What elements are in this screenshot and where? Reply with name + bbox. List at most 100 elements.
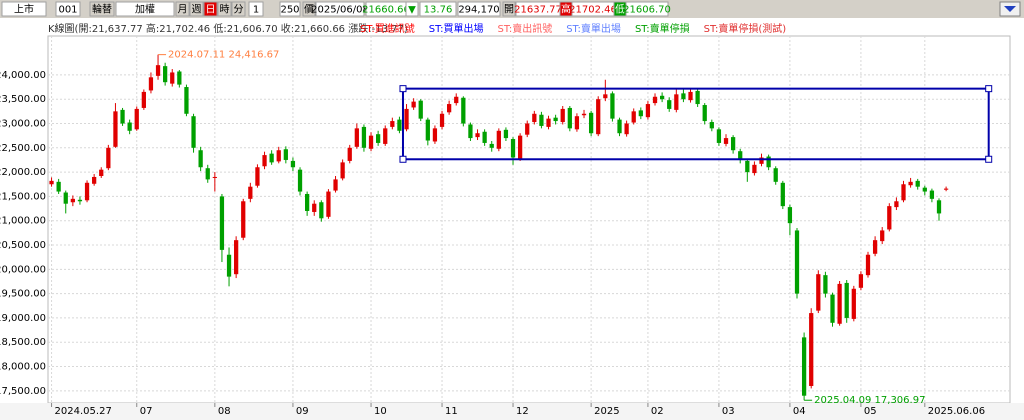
toolbar-text[interactable]: 1 <box>253 5 259 16</box>
toolbar-text: 21660.66 <box>362 5 410 16</box>
toolbar-field[interactable] <box>175 1 190 17</box>
candle-body <box>510 139 516 158</box>
box-handle[interactable] <box>985 85 993 93</box>
candle-body <box>77 199 83 202</box>
candle-body <box>468 124 473 139</box>
toolbar-text[interactable]: 時 <box>220 4 230 16</box>
candle-body <box>532 113 537 123</box>
candle-body <box>596 99 601 135</box>
candle-body <box>695 90 700 105</box>
candle-body <box>255 167 260 186</box>
y-tick-label: 21,000.00 <box>0 216 46 227</box>
candle-body <box>397 119 402 131</box>
toolbar-field[interactable] <box>203 1 218 17</box>
toolbar-text[interactable]: 日 <box>206 5 216 16</box>
candle-body <box>659 95 665 100</box>
candle-body <box>475 133 480 138</box>
toolbar-field[interactable] <box>315 1 365 17</box>
candle-body <box>525 123 530 135</box>
signal-legend: ST:買單出場 <box>429 22 484 35</box>
toolbar-field[interactable] <box>279 1 301 17</box>
range-box <box>401 87 990 161</box>
box-handle[interactable] <box>399 85 407 93</box>
toolbar-field[interactable] <box>89 1 115 17</box>
candle-body <box>446 104 452 113</box>
toolbar-text[interactable]: 上市 <box>14 3 34 16</box>
candle-body <box>262 155 267 167</box>
candle-body <box>929 190 935 199</box>
y-tick-label: 17,500.00 <box>0 386 46 397</box>
toolbar-field[interactable] <box>248 1 264 17</box>
candle-body <box>425 119 430 141</box>
candle-body <box>546 118 551 127</box>
x-tick-label: 2024.05.27 <box>55 406 112 417</box>
annotation-text: 2025.04.09 17,306.97 <box>814 395 925 406</box>
candle-body <box>851 288 856 319</box>
box-handle[interactable] <box>399 155 407 163</box>
toolbar-text[interactable]: 250 <box>280 5 299 16</box>
toolbar-text[interactable]: 月 <box>178 4 188 16</box>
box-handle[interactable] <box>985 155 993 163</box>
candle-body <box>234 240 239 275</box>
candle-body <box>219 196 225 250</box>
candle-body <box>461 97 466 124</box>
candle-body <box>418 100 423 119</box>
candle-body <box>106 147 111 169</box>
candle-body <box>816 274 821 311</box>
signal-legend: ST:賣單停損 <box>635 22 690 35</box>
candle-body <box>759 157 764 164</box>
x-tick-label: 07 <box>140 406 153 417</box>
candle-body <box>588 112 594 134</box>
toolbar-field[interactable] <box>189 1 204 17</box>
candle-body <box>141 91 146 108</box>
candle-body <box>99 169 104 176</box>
toolbar-text[interactable]: 分 <box>234 4 244 16</box>
candle-body <box>872 240 878 254</box>
candle-body <box>503 129 509 139</box>
toolbar-field <box>405 1 419 17</box>
x-tick-label: 09 <box>296 406 309 417</box>
y-tick-label: 23,500.00 <box>0 94 46 105</box>
toolbar-text: 21606.70 <box>623 5 671 16</box>
candle-body <box>745 160 750 173</box>
candle-body <box>667 100 672 109</box>
y-tick-label: 20,500.00 <box>0 240 46 251</box>
candle-body <box>92 176 97 184</box>
candle-body <box>610 93 615 119</box>
y-tick-label: 24,000.00 <box>0 70 46 81</box>
toolbar-field[interactable] <box>55 1 81 17</box>
toolbar-field <box>457 1 501 17</box>
candle-body <box>312 203 317 212</box>
candle-body <box>936 200 942 214</box>
toolbar-field[interactable] <box>217 1 232 17</box>
y-tick-label: 22,000.00 <box>0 167 46 178</box>
toolbar-field[interactable] <box>231 1 246 17</box>
toolbar-text: 294,170 <box>458 5 499 16</box>
candle-body <box>560 108 565 123</box>
candle-body <box>908 181 913 186</box>
candle-body <box>170 72 175 84</box>
candle-body <box>134 108 139 130</box>
x-tick-label: 04 <box>793 406 806 417</box>
candle-body <box>794 230 800 294</box>
toolbar-field[interactable] <box>1 1 47 17</box>
toolbar-text[interactable]: 輪替 <box>92 3 112 16</box>
toolbar-text[interactable]: 2025/06/08 <box>311 5 369 16</box>
toolbar-field[interactable] <box>115 1 175 17</box>
candle-body <box>148 77 154 91</box>
toolbar-text[interactable]: 加權 <box>135 3 155 16</box>
candle-body <box>354 128 359 147</box>
candle-body <box>809 313 814 386</box>
toolbar-field <box>419 1 457 17</box>
candle-body <box>376 134 381 143</box>
toolbar-text[interactable]: 週 <box>192 4 202 16</box>
candle-body <box>155 65 161 76</box>
candle-body <box>411 101 416 108</box>
x-tick-label: 05 <box>864 406 877 417</box>
candle-body <box>177 71 182 85</box>
toolbar-text: 13.76 <box>424 5 453 16</box>
toolbar-text[interactable]: 001 <box>58 5 77 16</box>
candle-body <box>212 176 217 178</box>
